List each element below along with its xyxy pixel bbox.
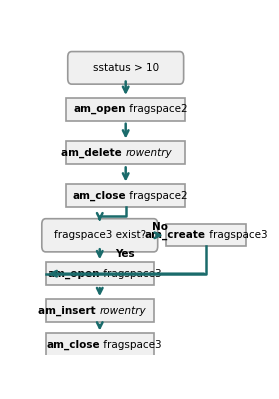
Text: fragspace3: fragspace3: [100, 269, 161, 279]
Bar: [66, 141, 185, 164]
Text: am_open: am_open: [47, 269, 100, 279]
Text: Yes: Yes: [115, 249, 134, 259]
Text: fragspace2: fragspace2: [126, 104, 187, 115]
Bar: [46, 299, 154, 322]
FancyBboxPatch shape: [42, 219, 158, 252]
Bar: [166, 224, 246, 246]
Text: am_create: am_create: [145, 230, 206, 240]
Bar: [66, 98, 185, 121]
Text: am_delete: am_delete: [61, 148, 126, 158]
Bar: [66, 184, 185, 207]
Text: rowentry: rowentry: [100, 306, 146, 316]
Text: am_close: am_close: [72, 191, 126, 201]
Text: am_insert: am_insert: [39, 305, 100, 316]
Text: rowentry: rowentry: [126, 148, 172, 158]
Text: fragspace2: fragspace2: [126, 191, 187, 201]
Text: fragspace3 exist?: fragspace3 exist?: [54, 230, 146, 240]
FancyBboxPatch shape: [68, 51, 184, 84]
Text: am_open: am_open: [73, 104, 126, 115]
Text: sstatus > 10: sstatus > 10: [93, 63, 159, 73]
Bar: [46, 334, 154, 356]
Text: fragspace3: fragspace3: [100, 340, 161, 350]
Bar: [46, 262, 154, 285]
Text: am_close: am_close: [46, 340, 100, 350]
Text: fragspace3: fragspace3: [206, 230, 267, 240]
Text: No: No: [152, 222, 168, 232]
